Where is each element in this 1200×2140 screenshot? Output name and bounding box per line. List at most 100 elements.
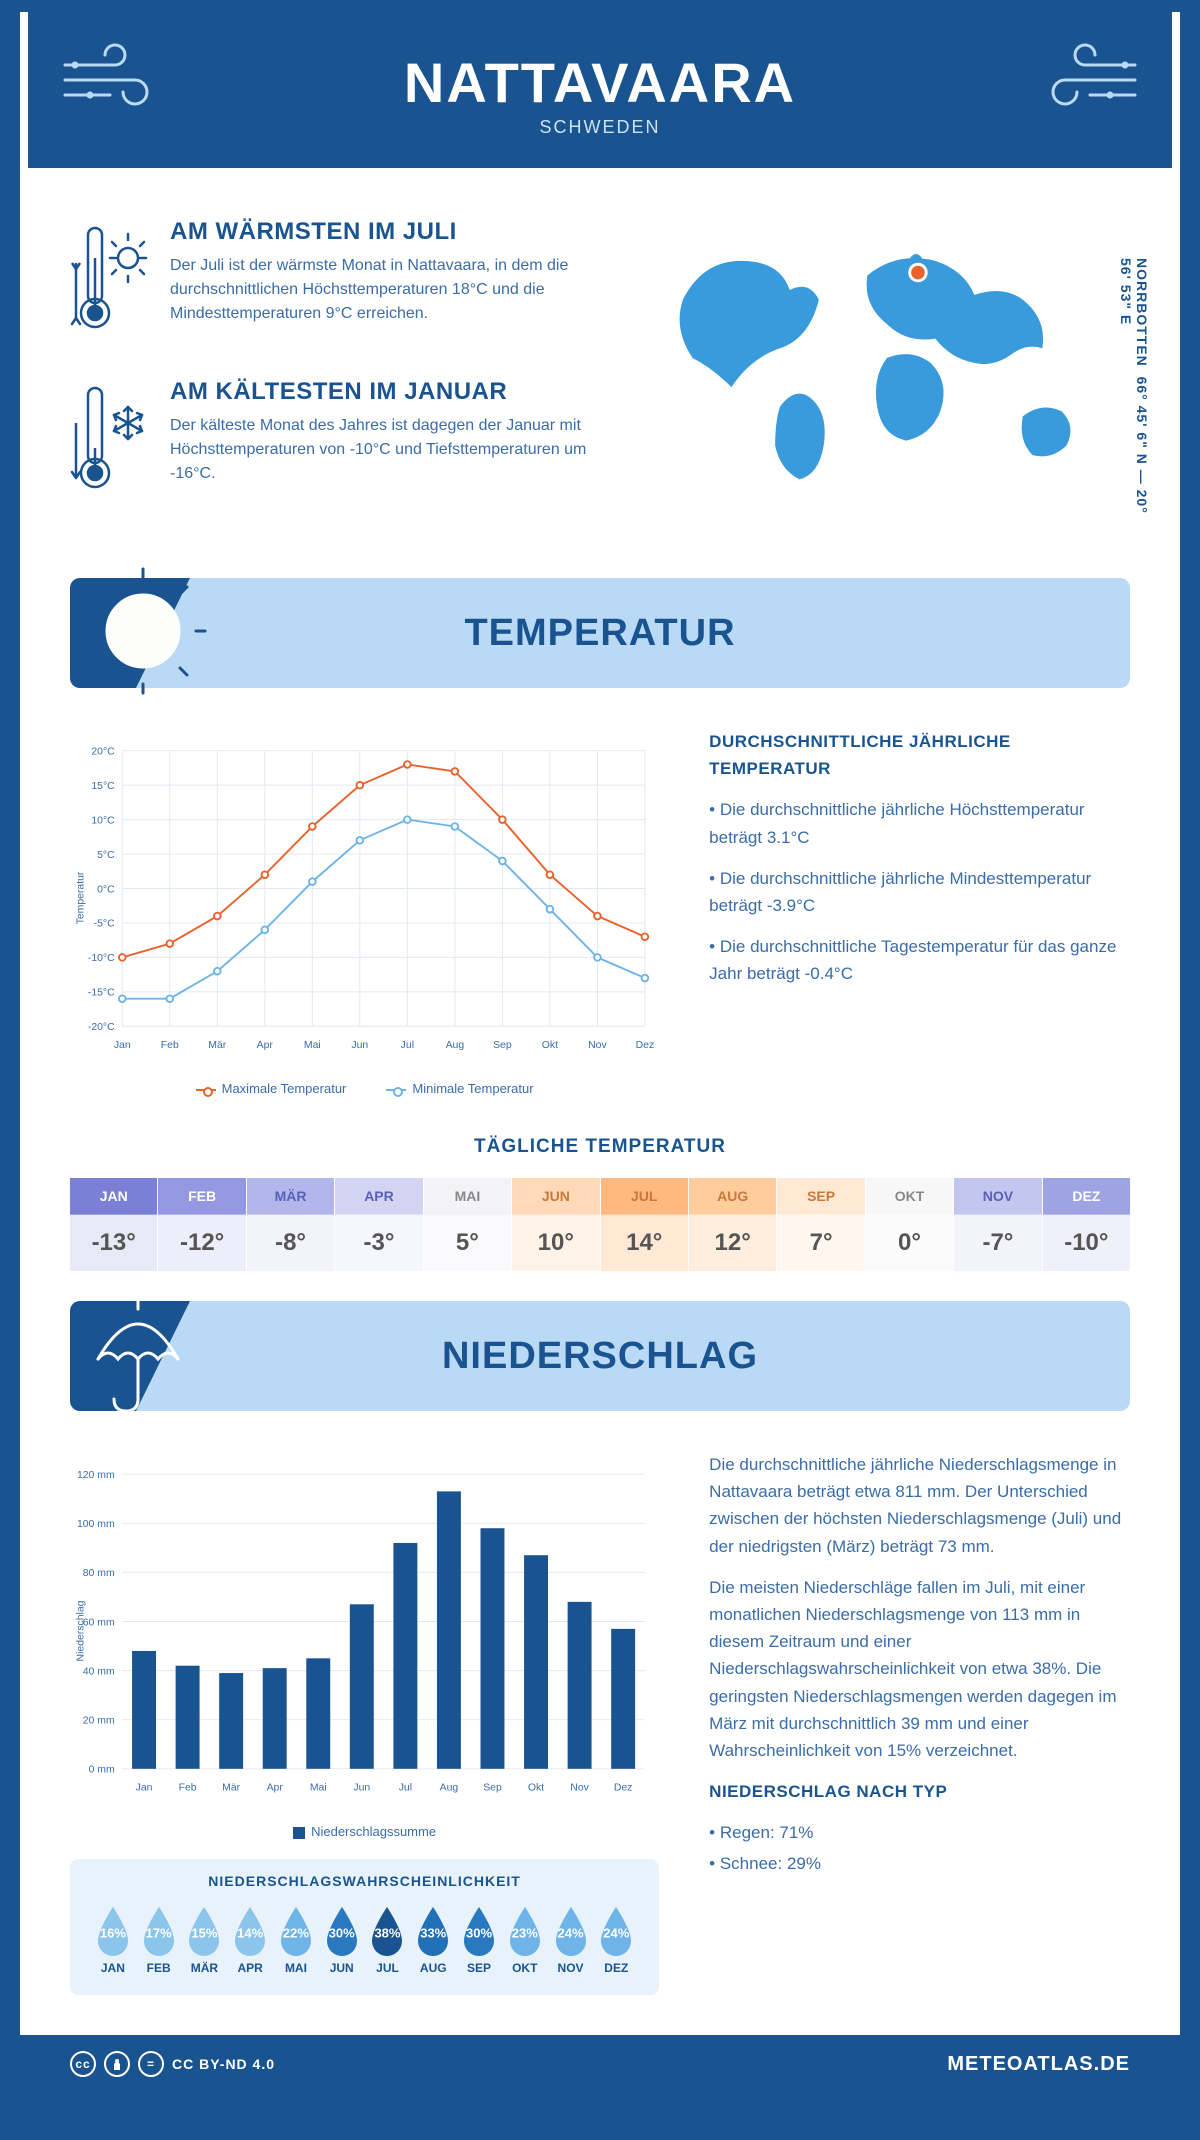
title-block: NATTAVAARA SCHWEDEN bbox=[404, 50, 796, 138]
fact-warmest-text: Der Juli ist der wärmste Monat in Nattav… bbox=[170, 254, 604, 326]
country-subtitle: SCHWEDEN bbox=[404, 117, 796, 138]
precip-rain: • Regen: 71% bbox=[709, 1819, 1130, 1846]
precip-para-2: Die meisten Niederschläge fallen im Juli… bbox=[709, 1574, 1130, 1764]
precipitation-chart-col: 0 mm20 mm40 mm60 mm80 mm100 mm120 mmNied… bbox=[70, 1451, 659, 1995]
svg-text:Aug: Aug bbox=[440, 1783, 459, 1794]
temp-cell: JUL14° bbox=[601, 1178, 689, 1271]
svg-text:Jul: Jul bbox=[399, 1783, 412, 1794]
svg-text:Mär: Mär bbox=[222, 1783, 240, 1794]
svg-text:Niederschlag: Niederschlag bbox=[75, 1600, 86, 1661]
precipitation-text: Die durchschnittliche jährliche Niedersc… bbox=[709, 1451, 1130, 1995]
nd-icon: = bbox=[138, 2051, 164, 2077]
svg-text:15°C: 15°C bbox=[91, 781, 115, 792]
svg-text:40 mm: 40 mm bbox=[83, 1666, 115, 1677]
drop-item: 22%MAI bbox=[273, 1903, 319, 1975]
section-head-precipitation: NIEDERSCHLAG bbox=[70, 1301, 1130, 1411]
svg-text:60 mm: 60 mm bbox=[83, 1617, 115, 1628]
legend-max: Maximale Temperatur bbox=[222, 1081, 347, 1096]
svg-text:Jan: Jan bbox=[114, 1040, 131, 1051]
temperature-chart: -20°C-15°C-10°C-5°C0°C5°C10°C15°C20°CJan… bbox=[70, 728, 659, 1096]
by-icon bbox=[104, 2051, 130, 2077]
precip-para-1: Die durchschnittliche jährliche Niedersc… bbox=[709, 1451, 1130, 1560]
drop-item: 24%DEZ bbox=[593, 1903, 639, 1975]
svg-text:0°C: 0°C bbox=[97, 884, 115, 895]
footer: cc = CC BY-ND 4.0 METEOATLAS.DE bbox=[20, 2035, 1180, 2093]
intro-section: AM WÄRMSTEN IM JULI Der Juli ist der wär… bbox=[70, 218, 1130, 538]
precipitation-probability: NIEDERSCHLAGSWAHRSCHEINLICHKEIT 16%JAN17… bbox=[70, 1859, 659, 1995]
temp-cell: OKT0° bbox=[866, 1178, 954, 1271]
drop-item: 16%JAN bbox=[90, 1903, 136, 1975]
fact-coldest: AM KÄLTESTEN IM JANUAR Der kälteste Mona… bbox=[70, 378, 604, 503]
fact-warmest-body: AM WÄRMSTEN IM JULI Der Juli ist der wär… bbox=[170, 218, 604, 343]
umbrella-icon bbox=[78, 1289, 198, 1424]
drop-item: 17%FEB bbox=[136, 1903, 182, 1975]
section-head-temperature: TEMPERATUR bbox=[70, 578, 1130, 688]
precipitation-chart: 0 mm20 mm40 mm60 mm80 mm100 mm120 mmNied… bbox=[70, 1451, 659, 1811]
legend-precip: Niederschlagssumme bbox=[311, 1824, 436, 1839]
coordinates: NORRBOTTEN 66° 45' 6" N — 20° 56' 53" E bbox=[1118, 258, 1150, 538]
sun-icon bbox=[78, 566, 208, 701]
svg-text:Okt: Okt bbox=[542, 1040, 558, 1051]
precip-prob-heading: NIEDERSCHLAGSWAHRSCHEINLICHKEIT bbox=[90, 1873, 639, 1889]
svg-text:Nov: Nov bbox=[588, 1040, 607, 1051]
thermometer-sun-icon bbox=[70, 218, 150, 343]
svg-text:Jun: Jun bbox=[353, 1783, 370, 1794]
temperature-text: DURCHSCHNITTLICHE JÄHRLICHE TEMPERATUR •… bbox=[709, 728, 1130, 1096]
svg-text:-5°C: -5°C bbox=[94, 919, 115, 930]
temp-text-heading: DURCHSCHNITTLICHE JÄHRLICHE TEMPERATUR bbox=[709, 728, 1130, 782]
drop-item: 15%MÄR bbox=[182, 1903, 228, 1975]
world-map-icon bbox=[644, 218, 1130, 498]
precipitation-legend: Niederschlagssumme bbox=[70, 1824, 659, 1839]
svg-text:Feb: Feb bbox=[179, 1783, 197, 1794]
drop-item: 23%OKT bbox=[502, 1903, 548, 1975]
drop-item: 30%SEP bbox=[456, 1903, 502, 1975]
temp-bullet-2: • Die durchschnittliche jährliche Mindes… bbox=[709, 865, 1130, 919]
svg-text:Mär: Mär bbox=[208, 1040, 226, 1051]
svg-text:100 mm: 100 mm bbox=[77, 1519, 115, 1530]
svg-text:Nov: Nov bbox=[570, 1783, 589, 1794]
svg-text:Jul: Jul bbox=[401, 1040, 414, 1051]
coords-region: NORRBOTTEN bbox=[1134, 258, 1150, 367]
temp-bullet-3: • Die durchschnittliche Tagestemperatur … bbox=[709, 933, 1130, 987]
fact-coldest-body: AM KÄLTESTEN IM JANUAR Der kälteste Mona… bbox=[170, 378, 604, 503]
svg-text:-20°C: -20°C bbox=[88, 1022, 115, 1033]
svg-text:Sep: Sep bbox=[483, 1783, 502, 1794]
svg-text:Feb: Feb bbox=[161, 1040, 179, 1051]
svg-text:-15°C: -15°C bbox=[88, 988, 115, 999]
temp-cell: NOV-7° bbox=[954, 1178, 1042, 1271]
temp-bullet-1: • Die durchschnittliche jährliche Höchst… bbox=[709, 796, 1130, 850]
svg-text:Mai: Mai bbox=[310, 1783, 327, 1794]
drop-item: 33%AUG bbox=[410, 1903, 456, 1975]
temp-cell: JAN-13° bbox=[70, 1178, 158, 1271]
fact-coldest-text: Der kälteste Monat des Jahres ist dagege… bbox=[170, 414, 604, 486]
location-title: NATTAVAARA bbox=[404, 50, 796, 115]
svg-text:5°C: 5°C bbox=[97, 850, 115, 861]
map-column: NORRBOTTEN 66° 45' 6" N — 20° 56' 53" E bbox=[644, 218, 1130, 538]
precip-prob-drops: 16%JAN17%FEB15%MÄR14%APR22%MAI30%JUN38%J… bbox=[90, 1903, 639, 1975]
svg-text:Jun: Jun bbox=[351, 1040, 368, 1051]
svg-text:20°C: 20°C bbox=[91, 747, 115, 758]
precip-snow: • Schnee: 29% bbox=[709, 1850, 1130, 1877]
temperature-legend: Maximale Temperatur Minimale Temperatur bbox=[70, 1081, 659, 1096]
wind-icon-right bbox=[1030, 40, 1140, 125]
facts-column: AM WÄRMSTEN IM JULI Der Juli ist der wär… bbox=[70, 218, 604, 538]
cc-icon: cc bbox=[70, 2051, 96, 2077]
drop-item: 24%NOV bbox=[548, 1903, 594, 1975]
precipitation-split: 0 mm20 mm40 mm60 mm80 mm100 mm120 mmNied… bbox=[70, 1451, 1130, 1995]
infographic-page: NATTAVAARA SCHWEDEN AM WÄRMSTEN IM JULI … bbox=[20, 20, 1180, 2093]
daily-temp-heading: TÄGLICHE TEMPERATUR bbox=[70, 1136, 1130, 1158]
temp-cell: JUN10° bbox=[512, 1178, 600, 1271]
svg-text:10°C: 10°C bbox=[91, 815, 115, 826]
brand-text: METEOATLAS.DE bbox=[947, 2053, 1130, 2076]
temp-cell: DEZ-10° bbox=[1043, 1178, 1130, 1271]
temp-cell: SEP7° bbox=[777, 1178, 865, 1271]
svg-text:Sep: Sep bbox=[493, 1040, 512, 1051]
svg-text:Okt: Okt bbox=[528, 1783, 544, 1794]
drop-item: 38%JUL bbox=[365, 1903, 411, 1975]
temp-cell: AUG12° bbox=[689, 1178, 777, 1271]
drop-item: 14%APR bbox=[227, 1903, 273, 1975]
fact-warmest: AM WÄRMSTEN IM JULI Der Juli ist der wär… bbox=[70, 218, 604, 343]
license-text: CC BY-ND 4.0 bbox=[172, 2056, 275, 2072]
svg-text:Apr: Apr bbox=[267, 1783, 284, 1794]
daily-temp-table: JAN-13°FEB-12°MÄR-8°APR-3°MAI5°JUN10°JUL… bbox=[70, 1178, 1130, 1271]
